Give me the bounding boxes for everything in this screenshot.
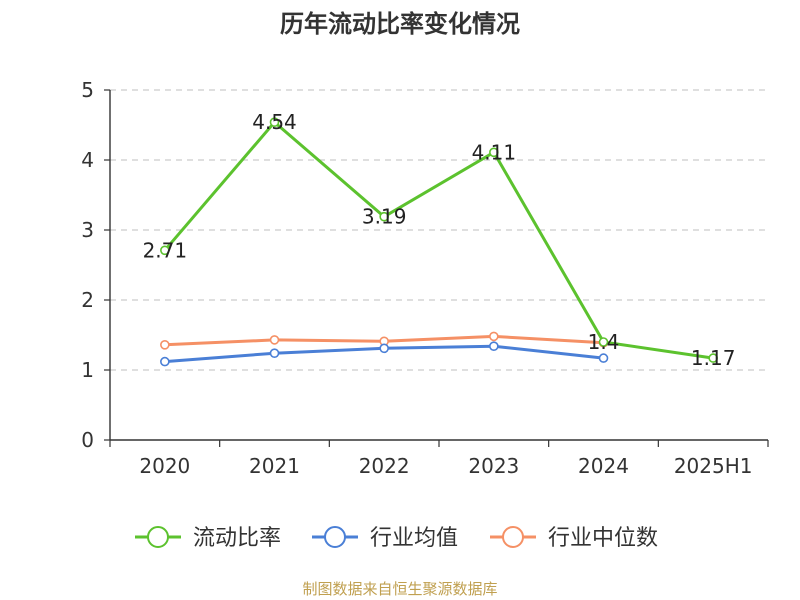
data-point[interactable] — [489, 341, 499, 352]
legend-label: 行业中位数 — [548, 526, 658, 551]
data-point[interactable] — [489, 331, 499, 342]
data-labels: 2.71 4.54 3.19 4.11 1.4 1.17 — [143, 110, 736, 370]
data-point[interactable] — [598, 353, 609, 363]
legend-item[interactable]: 流动比率 — [135, 526, 281, 551]
data-label: 2.71 — [143, 238, 188, 262]
source-note: 制图数据来自恒生聚源数据库 — [302, 580, 497, 598]
legend-swatch-marker — [324, 526, 346, 548]
y-tick-label: 1 — [81, 358, 94, 382]
x-tick-label: 2021 — [249, 454, 300, 478]
data-point[interactable] — [708, 353, 718, 363]
series-1 — [160, 341, 609, 367]
legend-item[interactable]: 行业均值 — [312, 526, 458, 551]
series-line — [163, 120, 714, 360]
legend[interactable]: 流动比率 行业均值 行业中位数 — [135, 526, 658, 551]
x-tick-label: 2023 — [468, 454, 519, 478]
x-tick-label: 2020 — [139, 454, 190, 478]
data-point[interactable] — [379, 343, 389, 354]
grid-lines — [110, 89, 768, 371]
series-0 — [160, 117, 718, 363]
data-point[interactable] — [160, 356, 170, 367]
chart-title: 历年流动比率变化情况 — [280, 10, 520, 38]
data-label: 3.19 — [362, 205, 407, 229]
y-tick-label: 5 — [81, 78, 94, 102]
data-label: 1.4 — [588, 330, 620, 354]
x-tick-label: 2024 — [578, 454, 629, 478]
data-label: 4.54 — [252, 110, 297, 134]
data-point[interactable] — [379, 211, 389, 222]
legend-label: 流动比率 — [193, 526, 281, 551]
legend-label: 行业均值 — [370, 526, 458, 551]
data-point[interactable] — [598, 337, 609, 347]
y-tick-label: 4 — [81, 148, 94, 172]
axes: 0 1 2 3 4 5 2020 2021 2022 2023 2024 2025H1 — [81, 78, 769, 478]
legend-item[interactable]: 行业中位数 — [490, 526, 658, 551]
data-point[interactable] — [269, 117, 280, 127]
y-tick-label: 2 — [81, 288, 94, 312]
y-tick-label: 0 — [81, 428, 94, 452]
data-point[interactable] — [160, 245, 170, 256]
data-point[interactable] — [160, 339, 170, 350]
legend-swatch-marker — [502, 526, 524, 548]
data-point[interactable] — [489, 147, 499, 158]
x-tick-label: 2025H1 — [674, 454, 753, 478]
legend-swatch-marker — [147, 526, 169, 548]
data-label: 4.11 — [472, 140, 517, 164]
x-tick-label: 2022 — [359, 454, 410, 478]
data-label: 1.17 — [691, 346, 736, 370]
series-layer — [160, 117, 718, 367]
data-point[interactable] — [269, 348, 280, 359]
data-point[interactable] — [269, 335, 280, 345]
y-tick-label: 3 — [81, 218, 94, 242]
